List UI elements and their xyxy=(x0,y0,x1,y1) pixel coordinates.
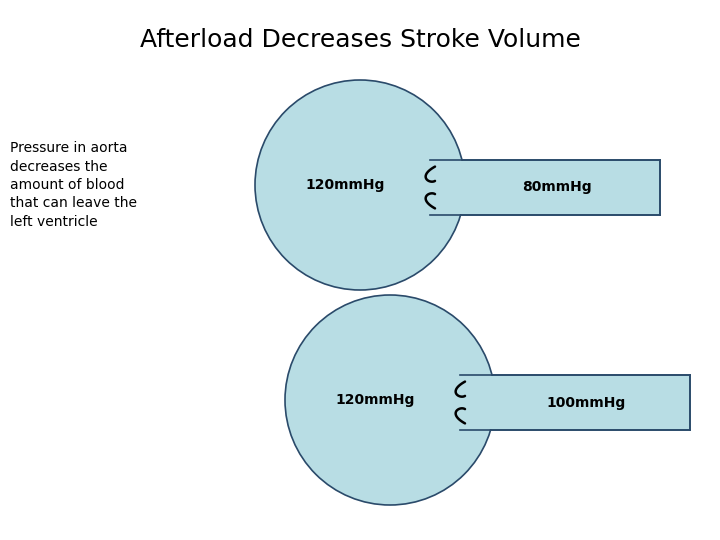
Text: 120mmHg: 120mmHg xyxy=(305,178,384,192)
Text: 120mmHg: 120mmHg xyxy=(336,393,415,407)
Bar xyxy=(458,376,497,429)
Bar xyxy=(460,375,690,430)
Text: Afterload Decreases Stroke Volume: Afterload Decreases Stroke Volume xyxy=(140,28,580,52)
Text: 100mmHg: 100mmHg xyxy=(547,395,626,409)
Bar xyxy=(428,161,467,214)
Text: 80mmHg: 80mmHg xyxy=(522,180,591,194)
Text: Pressure in aorta
decreases the
amount of blood
that can leave the
left ventricl: Pressure in aorta decreases the amount o… xyxy=(10,141,137,229)
Bar xyxy=(430,160,660,215)
Circle shape xyxy=(255,80,465,290)
Circle shape xyxy=(285,295,495,505)
